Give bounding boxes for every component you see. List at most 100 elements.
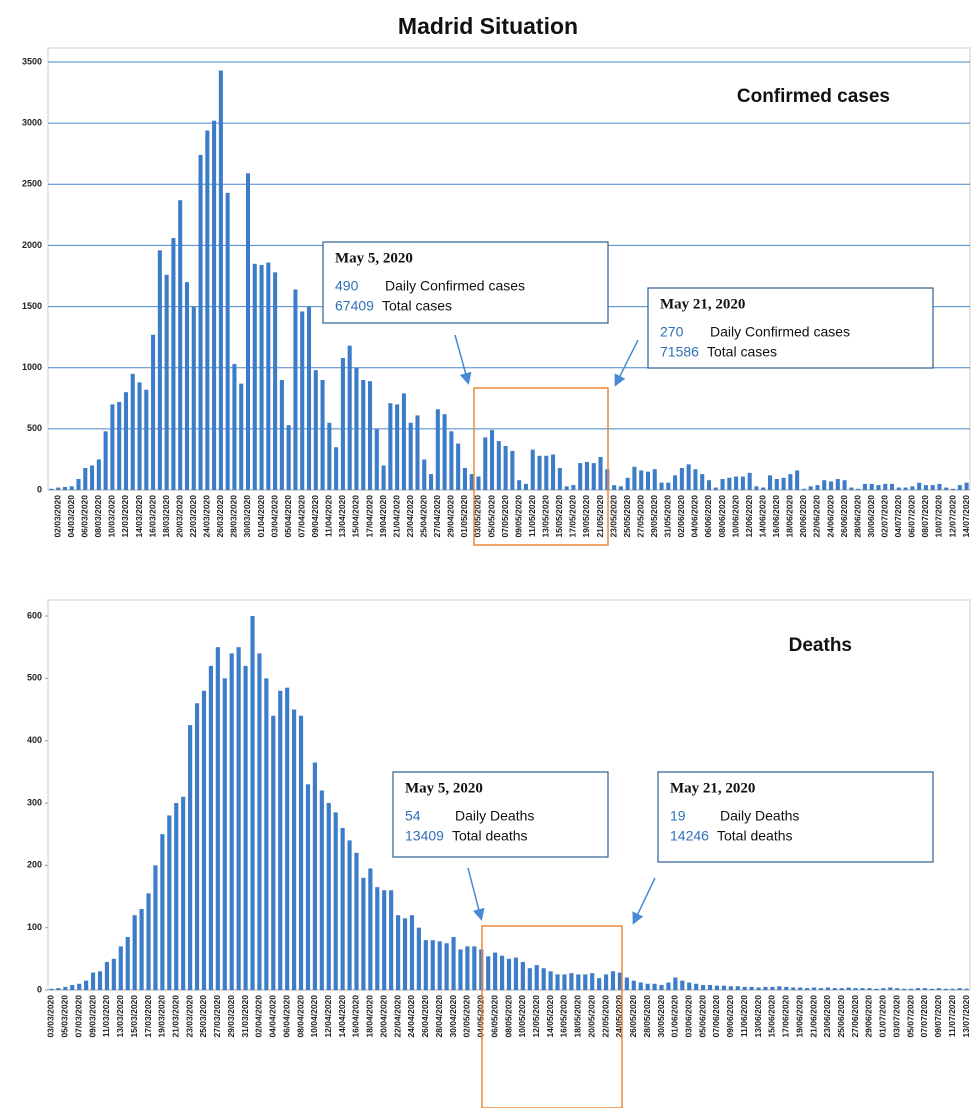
bar <box>396 915 401 990</box>
bar <box>849 487 854 490</box>
x-tick-label: 20/06/2020 <box>798 495 808 538</box>
bar <box>856 488 861 490</box>
bar <box>713 487 718 490</box>
bar <box>334 447 339 490</box>
bar <box>103 431 108 490</box>
bar <box>278 690 283 990</box>
x-tick-label: 18/05/2020 <box>573 995 583 1038</box>
annotation-number: 54 <box>405 808 421 824</box>
x-tick-label: 31/05/2020 <box>663 495 673 538</box>
x-tick-label: 06/04/2020 <box>281 995 291 1038</box>
arrow <box>632 877 656 925</box>
bar <box>320 379 325 490</box>
bar <box>584 461 589 490</box>
bar <box>77 983 82 990</box>
bar <box>625 477 630 490</box>
bar <box>402 918 408 990</box>
bar <box>144 389 149 490</box>
bar <box>271 715 276 990</box>
x-tick-label: 28/03/2020 <box>229 495 239 538</box>
bar <box>401 393 406 490</box>
x-tick-label: 08/05/2020 <box>503 995 513 1038</box>
x-tick-label: 07/04/2020 <box>296 495 306 538</box>
x-tick-label: 18/03/2020 <box>161 495 171 538</box>
x-tick-label: 26/06/2020 <box>839 495 849 538</box>
bar <box>707 985 713 990</box>
x-tick-label: 10/03/2020 <box>107 495 117 538</box>
x-tick-label: 10/05/2020 <box>517 995 527 1038</box>
bar <box>506 958 512 990</box>
bar <box>306 306 312 490</box>
bar <box>312 762 317 990</box>
bar <box>327 422 332 490</box>
bar <box>632 466 637 490</box>
bar <box>896 487 901 490</box>
annotation-text: Total deaths <box>717 828 793 844</box>
x-tick-label: 20/03/2020 <box>174 495 184 538</box>
bar <box>890 483 895 490</box>
bar <box>686 464 691 490</box>
bar <box>862 483 867 490</box>
x-tick-label: 02/06/2020 <box>676 495 686 538</box>
bar <box>49 988 54 990</box>
bar <box>770 986 775 990</box>
bar <box>562 974 567 990</box>
bar <box>279 379 284 490</box>
arrow <box>454 334 472 385</box>
bar <box>869 483 874 490</box>
bar <box>423 940 428 990</box>
bar <box>693 469 698 490</box>
bar <box>416 927 421 990</box>
bar <box>537 455 542 490</box>
annotation-text: Total cases <box>382 298 452 314</box>
bar <box>964 988 969 990</box>
x-tick-label: 29/04/2020 <box>446 495 456 538</box>
bar <box>815 485 820 490</box>
y-tick-label: 500 <box>27 423 42 433</box>
bar <box>243 665 248 990</box>
bar <box>257 653 262 990</box>
x-tick-label: 16/05/2020 <box>559 995 569 1038</box>
highlight-box <box>481 925 623 1108</box>
x-tick-label: 26/04/2020 <box>420 995 430 1038</box>
annotation-number: 270 <box>660 324 684 340</box>
bar <box>652 983 657 990</box>
x-tick-label: 13/04/2020 <box>337 495 347 538</box>
bar <box>449 431 454 490</box>
bar <box>451 937 456 990</box>
bar <box>777 986 782 990</box>
x-tick-label: 28/06/2020 <box>852 495 862 538</box>
bar <box>157 250 162 490</box>
bar <box>70 985 75 990</box>
x-tick-label: 06/06/2020 <box>703 495 713 538</box>
x-tick-label: 02/07/2020 <box>880 495 890 538</box>
x-tick-label: 04/05/2020 <box>476 995 486 1038</box>
bar <box>305 784 311 990</box>
x-tick-label: 02/05/2020 <box>462 995 472 1038</box>
bar <box>264 678 269 990</box>
x-tick-label: 23/03/2020 <box>184 995 194 1038</box>
x-tick-label: 09/03/2020 <box>87 995 97 1038</box>
bar <box>486 956 491 990</box>
x-tick-label: 06/07/2020 <box>907 495 917 538</box>
x-tick-label: 12/04/2020 <box>323 995 333 1038</box>
bar <box>578 463 583 490</box>
y-tick-label: 3000 <box>22 118 42 128</box>
annotation-number: 71586 <box>660 344 699 360</box>
bar <box>285 687 290 990</box>
bar <box>761 487 766 490</box>
bar <box>513 957 519 990</box>
bar <box>236 647 241 990</box>
x-tick-label: 19/03/2020 <box>157 995 167 1038</box>
bar <box>90 972 96 990</box>
x-tick-label: 09/06/2020 <box>725 995 735 1038</box>
bar <box>832 988 837 990</box>
bar <box>795 470 800 490</box>
bar <box>950 988 955 990</box>
x-tick-label: 02/04/2020 <box>254 995 264 1038</box>
bar <box>415 415 420 490</box>
annotation-text: Daily Deaths <box>720 808 799 824</box>
bar <box>229 653 234 990</box>
bar <box>245 173 251 490</box>
bar <box>957 485 962 490</box>
